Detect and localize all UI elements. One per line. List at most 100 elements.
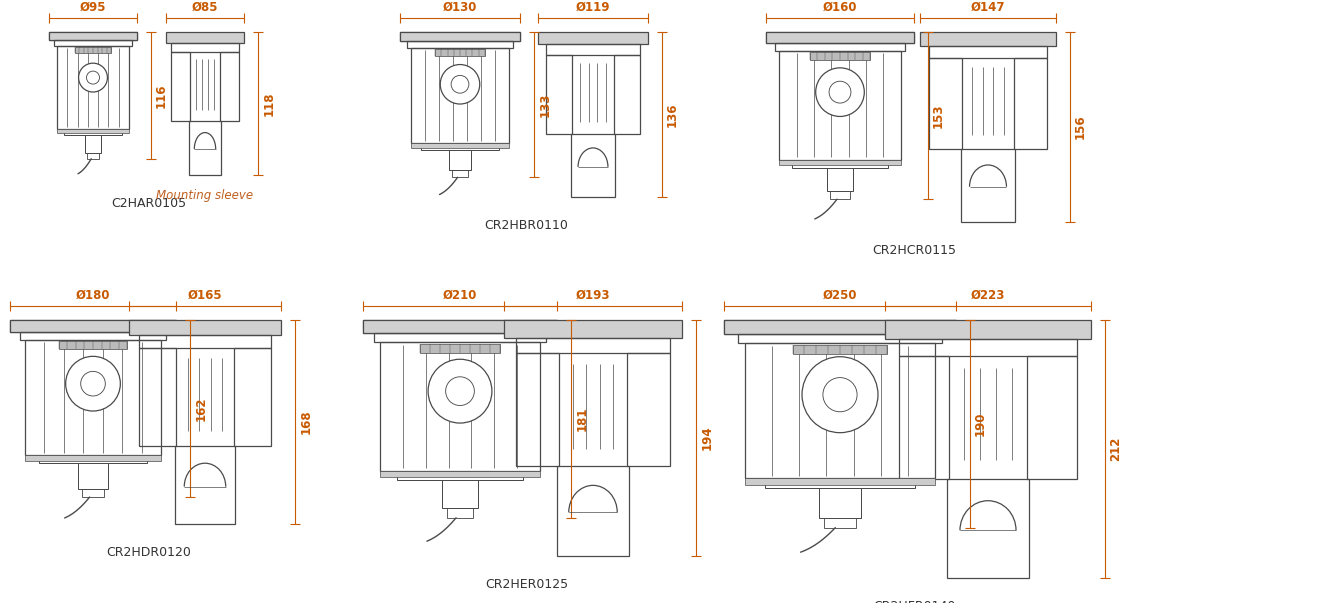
Text: CR2HCR0115: CR2HCR0115	[872, 244, 956, 257]
Bar	[830, 191, 850, 199]
Bar	[614, 55, 641, 134]
Text: Ø85: Ø85	[192, 1, 218, 14]
Bar	[57, 129, 129, 133]
Bar	[819, 488, 861, 518]
Bar	[78, 464, 108, 488]
Bar	[49, 32, 137, 40]
Text: Ø119: Ø119	[576, 1, 610, 14]
Bar	[779, 160, 900, 165]
Circle shape	[802, 357, 878, 433]
Bar	[766, 32, 914, 43]
Bar	[725, 320, 956, 333]
Bar	[9, 320, 177, 332]
Bar	[64, 129, 121, 134]
Circle shape	[815, 68, 864, 116]
Bar	[825, 518, 855, 528]
Bar	[930, 46, 1047, 58]
Bar	[899, 356, 948, 479]
Circle shape	[823, 377, 857, 412]
Bar	[793, 345, 887, 354]
Text: Ø130: Ø130	[443, 1, 477, 14]
Bar	[1013, 58, 1047, 149]
Text: Ø250: Ø250	[823, 289, 858, 302]
Bar	[380, 471, 540, 478]
Bar	[516, 353, 559, 466]
Bar	[49, 32, 137, 40]
Bar	[545, 44, 641, 55]
Bar	[363, 320, 557, 333]
Bar	[140, 335, 271, 349]
Bar	[899, 339, 1077, 356]
Text: 153: 153	[932, 103, 946, 128]
Circle shape	[78, 63, 108, 92]
Bar	[20, 332, 166, 340]
Bar	[810, 52, 870, 60]
Text: 133: 133	[539, 92, 551, 117]
Bar	[779, 51, 900, 160]
Text: C2HAR0105: C2HAR0105	[112, 197, 186, 210]
Bar	[516, 338, 670, 353]
Text: 194: 194	[701, 426, 713, 450]
Text: Ø210: Ø210	[443, 289, 477, 302]
Bar	[447, 508, 473, 518]
Bar	[1027, 356, 1077, 479]
Bar	[59, 341, 128, 349]
Bar	[174, 446, 235, 524]
Bar	[571, 134, 614, 197]
Bar	[435, 49, 484, 56]
Text: 156: 156	[1075, 115, 1087, 139]
Text: 162: 162	[194, 396, 207, 421]
Bar	[234, 349, 271, 446]
Text: Ø180: Ø180	[76, 289, 110, 302]
Text: 136: 136	[666, 103, 680, 127]
Bar	[884, 320, 1092, 339]
Circle shape	[86, 71, 100, 84]
Text: CR2HBR0110: CR2HBR0110	[484, 219, 568, 232]
Text: Mounting sleeve: Mounting sleeve	[157, 189, 254, 203]
Bar	[745, 343, 935, 478]
Bar	[947, 479, 1029, 578]
Bar	[420, 344, 500, 353]
Text: 116: 116	[156, 83, 168, 107]
Bar	[960, 149, 1015, 222]
Circle shape	[446, 377, 475, 405]
Bar	[545, 55, 572, 134]
Bar	[172, 52, 190, 121]
Bar	[443, 481, 477, 508]
Bar	[74, 47, 110, 53]
Circle shape	[829, 81, 851, 103]
Bar	[380, 343, 540, 471]
Bar	[411, 48, 509, 143]
Bar	[765, 478, 915, 488]
Bar	[400, 32, 520, 42]
Bar	[375, 333, 545, 343]
Bar	[791, 160, 888, 168]
Text: Ø193: Ø193	[576, 289, 610, 302]
Bar	[827, 168, 854, 191]
Bar	[407, 42, 513, 48]
Text: CR2HFR0140: CR2HFR0140	[872, 600, 955, 603]
Bar	[25, 455, 161, 461]
Bar	[363, 320, 557, 333]
Bar	[86, 153, 98, 159]
Text: 168: 168	[299, 410, 313, 434]
Bar	[738, 333, 942, 343]
Bar	[85, 134, 101, 153]
Circle shape	[81, 371, 105, 396]
Bar	[172, 43, 239, 52]
Bar	[189, 121, 221, 175]
Bar	[166, 32, 245, 43]
Text: Ø160: Ø160	[823, 1, 858, 14]
Text: 118: 118	[262, 92, 275, 116]
Text: Ø223: Ø223	[971, 289, 1005, 302]
Text: CR2HDR0120: CR2HDR0120	[106, 546, 192, 559]
Bar	[626, 353, 670, 466]
Text: 190: 190	[974, 412, 987, 436]
Text: 181: 181	[576, 406, 588, 431]
Bar	[775, 43, 906, 51]
Bar	[725, 320, 956, 333]
Circle shape	[428, 359, 492, 423]
Text: Ø147: Ø147	[971, 1, 1005, 14]
Bar	[930, 58, 962, 149]
Circle shape	[65, 356, 120, 411]
